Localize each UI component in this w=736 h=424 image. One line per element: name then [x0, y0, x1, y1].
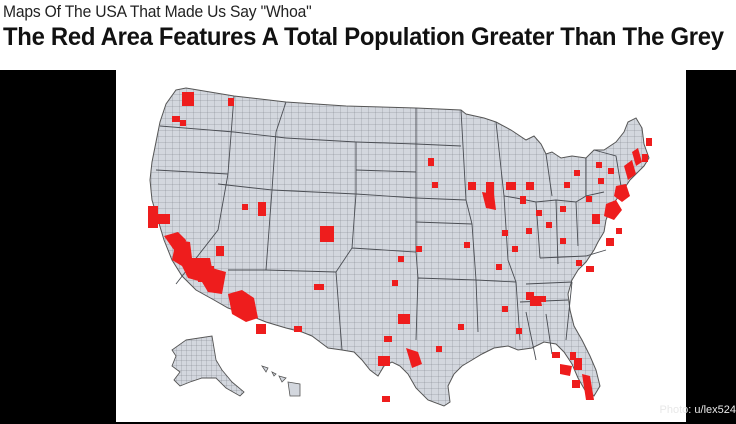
- red-counties: [148, 92, 652, 402]
- article-kicker: Maps Of The USA That Made Us Say "Whoa": [3, 2, 312, 21]
- photo-credit: Photo: u/lex524: [659, 404, 736, 416]
- hawaii-shape: [261, 365, 301, 397]
- usa-county-map[interactable]: [116, 70, 686, 422]
- alaska-shape: [171, 335, 245, 397]
- map-svg: [148, 87, 652, 407]
- state-borders: [155, 95, 623, 361]
- image-frame: Photo: u/lex524: [0, 70, 736, 424]
- article-headline: The Red Area Features A Total Population…: [3, 23, 724, 51]
